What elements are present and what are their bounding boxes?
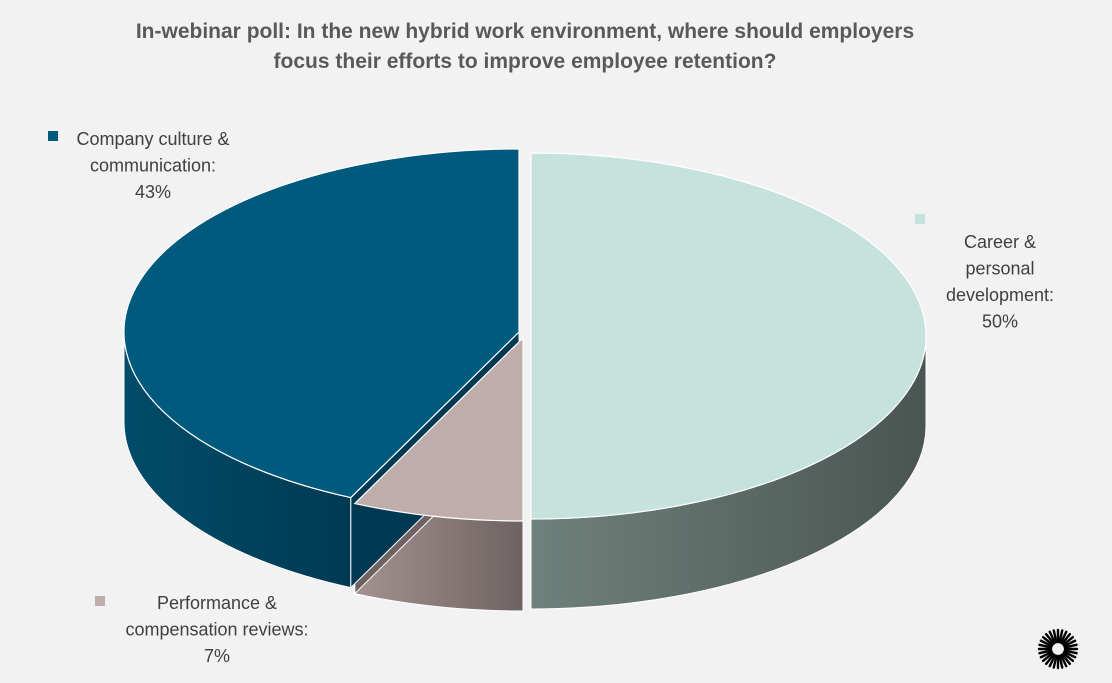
logo-ray <box>1044 632 1055 645</box>
data-label-line: personal <box>965 259 1034 279</box>
logo-ray <box>1041 635 1054 646</box>
logo-ray <box>1062 652 1075 663</box>
logo-ray <box>1044 653 1055 666</box>
logo-ray <box>1061 653 1072 666</box>
label-marker <box>915 214 925 224</box>
logo-ray <box>1063 649 1078 655</box>
data-label-line: 50% <box>982 312 1018 332</box>
data-labels: Career & personal development: 50% Performan… <box>48 129 1054 666</box>
data-label-line: development: <box>946 285 1054 305</box>
data-label-line: Career & <box>964 232 1036 252</box>
data-label-line: 7% <box>204 646 230 666</box>
pie-slice-career-personal-development <box>530 152 927 520</box>
logo-ray <box>1038 643 1053 649</box>
logo-ray <box>1048 630 1057 644</box>
logo-ray <box>1038 649 1053 655</box>
label-marker <box>48 131 58 141</box>
pie-slice-performance-compensation-reviews <box>353 336 524 522</box>
data-label-2: Company culture & communication: 43% <box>48 129 230 202</box>
logo-ray <box>1058 654 1064 669</box>
logo-ray <box>1052 629 1058 644</box>
logo-ray <box>1059 654 1068 668</box>
logo-ray <box>1048 654 1057 668</box>
logo-ray <box>1039 639 1053 648</box>
logo-ray <box>1039 650 1053 659</box>
logo-ray <box>1063 643 1078 649</box>
logo-ray <box>1041 652 1054 663</box>
logo-ray <box>1052 654 1058 669</box>
starburst-logo <box>1037 628 1079 670</box>
logo-ray <box>1063 639 1077 648</box>
data-label-line: Performance & <box>157 593 277 613</box>
chart-title-line-1: In-webinar poll: In the new hybrid work … <box>136 20 914 43</box>
data-label-line: compensation reviews: <box>125 620 308 640</box>
pie-slice-company-culture-communication <box>123 148 520 499</box>
logo-ray <box>1059 630 1068 644</box>
pie-tops <box>123 148 927 522</box>
logo-ray <box>1058 629 1064 644</box>
data-label-1: Performance & compensation reviews: 7% <box>95 593 309 666</box>
chart-title-line-2: focus their efforts to improve employee … <box>274 50 777 73</box>
logo-ray <box>1062 635 1075 646</box>
chart-title: In-webinar poll: In the new hybrid work … <box>136 20 914 73</box>
data-label-line: communication: <box>90 156 216 176</box>
data-label-line: 43% <box>135 182 171 202</box>
logo-ray <box>1061 632 1072 645</box>
label-marker <box>95 596 105 606</box>
data-label-line: Company culture & <box>76 129 229 149</box>
logo-ray <box>1063 650 1077 659</box>
data-label-0: Career & personal development: 50% <box>915 214 1054 332</box>
